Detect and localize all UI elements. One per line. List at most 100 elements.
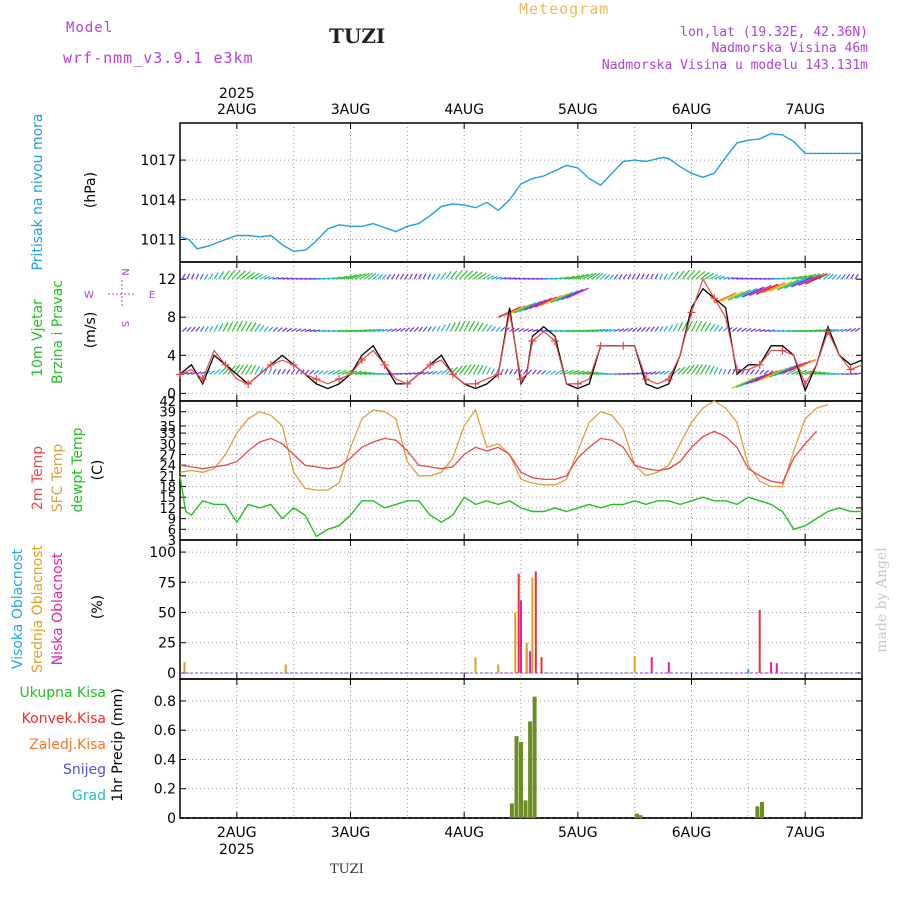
ytick-label: 100	[149, 545, 176, 561]
wind-arrow	[263, 326, 269, 332]
wind-arrow	[627, 372, 634, 375]
wind-marker	[528, 337, 537, 346]
wind-arrow	[436, 273, 441, 280]
day-label-bottom: 5AUG	[558, 825, 598, 841]
wind-arrow	[341, 369, 353, 375]
credit-watermark: made by Angel	[874, 547, 890, 653]
wind-arrow	[723, 276, 730, 280]
ytick-label: 0	[167, 386, 176, 402]
wind-arrow	[604, 328, 612, 333]
wind-arrow	[422, 273, 427, 280]
wind-arrow	[854, 327, 861, 332]
wind-arrow	[768, 329, 775, 333]
wind-arrow	[391, 328, 397, 333]
ytick-label: 9	[168, 513, 176, 528]
wind-arrow	[290, 369, 296, 375]
ytick-label: 33	[159, 427, 176, 442]
wind-marker	[778, 346, 787, 355]
wind-arrow	[795, 369, 807, 375]
wind-arrow	[850, 327, 857, 333]
wind-arrow	[304, 328, 311, 333]
wind-arrow	[536, 369, 542, 375]
wind-arrow	[309, 329, 316, 333]
wind-storm-arrow	[720, 290, 744, 303]
wind-arrow	[195, 326, 201, 332]
wind-storm-arrow	[734, 287, 758, 300]
wind-arrow	[436, 325, 441, 332]
wind-storm-arrow	[762, 282, 786, 294]
wind-arrow	[622, 327, 629, 333]
wind-arrow	[291, 327, 297, 333]
wind-marker	[494, 370, 503, 379]
wind-arrow	[295, 369, 300, 375]
wind-storm-arrow	[748, 284, 772, 297]
wind-arrow	[377, 328, 384, 333]
wind-arrow	[754, 328, 761, 333]
wind-arrow	[709, 323, 716, 332]
wind-arrow	[764, 329, 771, 333]
wind-arrow	[850, 372, 857, 375]
ytick-label: 27	[159, 448, 176, 463]
wind-arrow	[845, 328, 852, 333]
ytick-label: 1014	[140, 193, 176, 209]
wind-arrow	[336, 275, 348, 280]
wind-arrow	[573, 274, 585, 280]
wind-arrow	[741, 327, 747, 333]
wind-arrow	[345, 274, 358, 280]
compass-west: W	[84, 290, 94, 301]
wind-arrow	[509, 368, 514, 375]
wind-arrow	[199, 273, 204, 280]
cloud-bar	[534, 571, 537, 673]
ytick-label: 24	[159, 459, 176, 474]
wind-arrow	[663, 273, 668, 280]
wind-arrow	[414, 371, 421, 375]
temp-unit: (C)	[90, 460, 106, 481]
wind-arrow	[709, 365, 715, 375]
wind-arrow	[654, 370, 661, 375]
wind-arrow	[236, 364, 245, 375]
wind-marker	[801, 379, 810, 388]
wind-arrow	[281, 368, 286, 375]
wind-arrow	[359, 272, 370, 280]
wind-arrow	[245, 364, 253, 375]
wind-arrow	[272, 326, 278, 332]
wind-arrows	[181, 269, 862, 390]
wind-arrow	[463, 270, 474, 280]
wind-arrow	[318, 370, 324, 375]
wind-arrow	[181, 273, 186, 280]
wind-arrow	[181, 327, 188, 332]
wind-arrow	[795, 275, 807, 280]
cloud-bar	[540, 657, 543, 673]
wind-arrow	[368, 272, 377, 280]
wind-arrow	[527, 328, 534, 333]
wind-arrow	[263, 276, 271, 280]
wind-storm-arrow	[513, 302, 537, 314]
cloud-bar	[770, 662, 773, 673]
wind-arrow	[695, 364, 704, 375]
wind-arrow	[668, 324, 674, 332]
wind-arrow	[727, 368, 732, 375]
wind-storm-arrow	[524, 299, 547, 311]
wind-arrow	[518, 277, 525, 280]
wind-arrow	[550, 370, 557, 375]
wind-arrow	[841, 328, 848, 333]
wind-arrow	[613, 328, 620, 333]
wind-arrow	[454, 270, 463, 280]
wind-arrow	[681, 321, 689, 332]
wind-arrow	[831, 274, 838, 280]
wind-arrow	[236, 270, 246, 280]
cloud-bar	[775, 663, 778, 673]
wind-arrow	[277, 277, 284, 280]
wind-arrow	[277, 327, 283, 332]
wind-arrow	[499, 368, 504, 375]
wind-arrow	[845, 273, 851, 280]
wind-arrow	[854, 273, 859, 280]
wind-arrow	[490, 368, 495, 375]
wind-arrow	[672, 367, 681, 375]
wind-arrow	[636, 273, 641, 280]
ytick-label: 12	[159, 502, 176, 517]
wind-arrow	[254, 323, 261, 332]
elevation-label: Nadmorska Visina 46m	[711, 41, 868, 56]
wind-arrow	[631, 273, 636, 280]
wind-arrow	[472, 271, 483, 280]
